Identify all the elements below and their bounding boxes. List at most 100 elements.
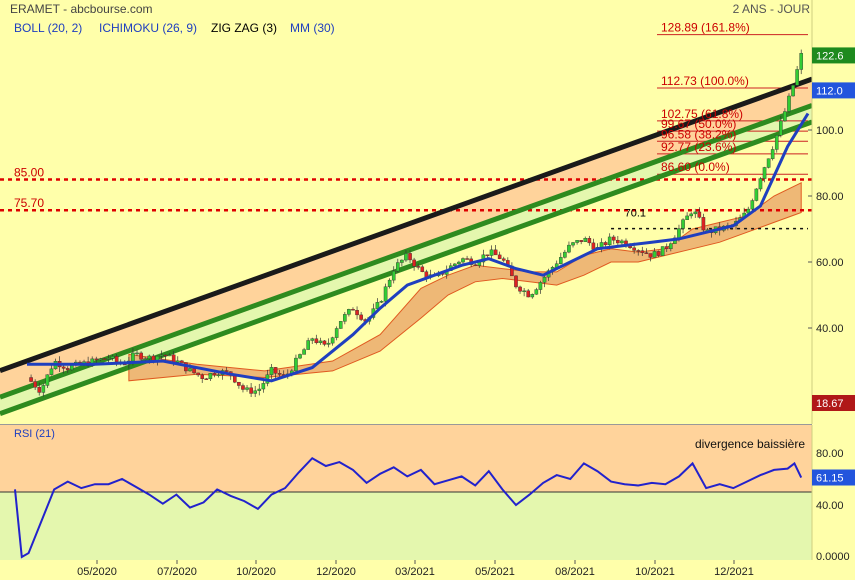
candle bbox=[616, 239, 620, 244]
candle bbox=[188, 368, 192, 372]
candle bbox=[383, 286, 388, 302]
time-axis: 05/2020 07/2020 10/2020 12/2020 03/2021 05/20… bbox=[77, 560, 754, 578]
price-tick-label: 100.0 bbox=[816, 125, 844, 137]
candle bbox=[774, 135, 779, 150]
candle bbox=[534, 289, 539, 295]
candle bbox=[685, 215, 689, 220]
candle bbox=[204, 378, 209, 380]
fib-label: 102.75 (61.8%) bbox=[661, 107, 743, 121]
candle bbox=[632, 247, 636, 251]
candle bbox=[567, 244, 571, 253]
candle bbox=[314, 338, 319, 344]
candle bbox=[660, 246, 665, 256]
candle bbox=[208, 373, 213, 380]
candle bbox=[587, 238, 592, 244]
candle bbox=[245, 387, 249, 390]
candle bbox=[396, 262, 400, 272]
candle bbox=[306, 340, 310, 350]
candle bbox=[167, 354, 172, 357]
rsi-line bbox=[14, 456, 803, 559]
candle bbox=[787, 95, 791, 112]
candle bbox=[237, 381, 241, 386]
ma-value: 112.0 bbox=[816, 85, 843, 97]
panel-divider bbox=[0, 424, 812, 425]
candle bbox=[636, 250, 641, 252]
candle bbox=[489, 249, 494, 256]
time-tick-label: 08/2021 bbox=[555, 566, 595, 578]
fib-label: 112.73 (100.0%) bbox=[661, 74, 749, 88]
candle bbox=[147, 355, 152, 359]
candle bbox=[493, 249, 498, 256]
candle bbox=[538, 282, 543, 290]
candle bbox=[224, 370, 229, 372]
candle bbox=[277, 373, 282, 375]
fibonacci-labels: 128.89 (161.8%) 112.73 (100.0%) 102.75 (61… bbox=[661, 21, 750, 175]
candle bbox=[669, 243, 673, 250]
candle bbox=[526, 290, 530, 298]
candle bbox=[607, 236, 612, 246]
candle bbox=[98, 358, 103, 361]
candle bbox=[404, 253, 408, 261]
last-price-value: 122.6 bbox=[816, 50, 844, 62]
candle bbox=[192, 368, 196, 374]
legend-ichimoku: ICHIMOKU (26, 9) bbox=[99, 21, 197, 35]
candle bbox=[139, 352, 143, 360]
legend-zigzag: ZIG ZAG (3) bbox=[211, 21, 277, 35]
candle bbox=[611, 236, 616, 241]
price-panel: 100.0 80.00 60.00 40.00 85.00 75.70 128.89 (… bbox=[0, 0, 855, 424]
price-plot-area bbox=[0, 34, 812, 416]
time-tick-label: 10/2021 bbox=[635, 566, 675, 578]
price-tick-label: 80.00 bbox=[816, 191, 844, 203]
candle bbox=[514, 275, 518, 288]
candle bbox=[677, 228, 681, 239]
candle bbox=[697, 211, 702, 218]
candle bbox=[620, 240, 624, 244]
candle bbox=[49, 368, 54, 375]
candle bbox=[196, 372, 200, 376]
candle bbox=[766, 158, 771, 168]
candle bbox=[416, 266, 420, 268]
candle bbox=[795, 69, 799, 86]
time-tick-label: 12/2020 bbox=[316, 566, 356, 578]
candle bbox=[102, 358, 107, 360]
candle bbox=[387, 279, 392, 287]
candle bbox=[375, 302, 380, 309]
candle bbox=[779, 120, 783, 136]
time-tick-label: 03/2021 bbox=[395, 566, 435, 578]
candle bbox=[45, 374, 50, 386]
candle bbox=[41, 385, 46, 393]
ma-value-badge bbox=[812, 82, 855, 99]
candle bbox=[261, 383, 266, 390]
rsi-tick-label: 40.00 bbox=[816, 500, 844, 512]
fib-label: 92.77 (23.6%) bbox=[661, 140, 736, 154]
level-label: 75.70 bbox=[14, 196, 44, 210]
candle bbox=[457, 261, 461, 265]
candle bbox=[212, 373, 217, 376]
candle bbox=[485, 254, 490, 257]
candle bbox=[603, 242, 608, 246]
fib-label: 128.89 (161.8%) bbox=[661, 21, 750, 35]
candle bbox=[180, 360, 184, 363]
period-label: 2 ANS - JOUR bbox=[733, 2, 811, 16]
candle bbox=[664, 246, 669, 250]
candle bbox=[518, 286, 522, 292]
candle bbox=[318, 340, 323, 344]
candle bbox=[37, 387, 42, 393]
level-label: 85.00 bbox=[14, 166, 44, 180]
candle bbox=[575, 240, 579, 243]
rsi-tick-label: 0.0000 bbox=[816, 551, 850, 563]
candle bbox=[453, 263, 457, 266]
candle bbox=[754, 188, 759, 201]
time-tick-label: 05/2021 bbox=[475, 566, 515, 578]
candle bbox=[241, 385, 245, 390]
candle bbox=[29, 377, 33, 382]
candle bbox=[294, 357, 298, 372]
candle bbox=[322, 340, 327, 345]
candle bbox=[155, 355, 160, 361]
time-tick-label: 12/2021 bbox=[714, 566, 754, 578]
candle bbox=[343, 314, 347, 322]
candle bbox=[652, 251, 657, 258]
candle bbox=[298, 354, 302, 359]
ichimoku-cloud bbox=[128, 182, 802, 382]
